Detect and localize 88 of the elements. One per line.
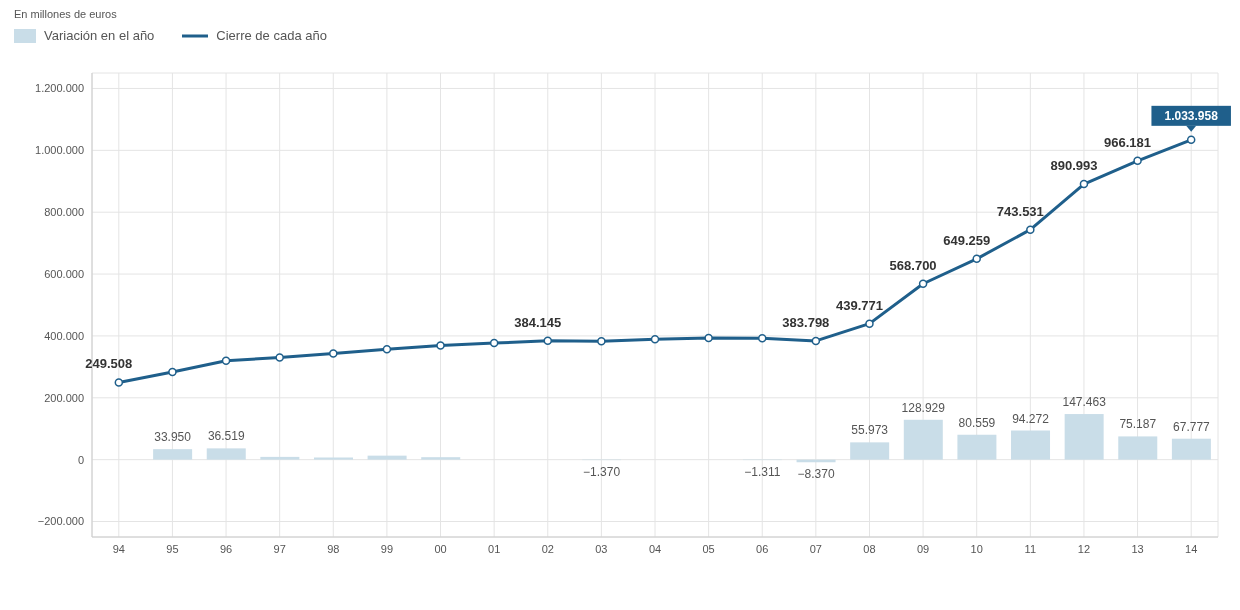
data-label: 36.519 — [207, 429, 245, 444]
data-label: 383.798 — [782, 314, 830, 330]
point — [329, 349, 338, 358]
point — [597, 337, 606, 346]
legend-label: Cierre de cada año — [216, 28, 327, 43]
bar — [850, 442, 890, 460]
y-tick-label: 0 — [77, 453, 84, 466]
bar — [260, 456, 300, 460]
x-tick-label: 95 — [166, 542, 179, 555]
y-tick-label: 1.200.000 — [35, 82, 84, 95]
data-label: 890.993 — [1050, 158, 1098, 174]
data-label: 33.950 — [154, 430, 192, 445]
data-label: −1.370 — [583, 465, 621, 480]
bar — [1171, 438, 1211, 460]
point — [543, 336, 553, 346]
point — [489, 338, 499, 348]
x-tick-label: 08 — [863, 542, 876, 555]
data-label: 384.145 — [514, 314, 562, 330]
point — [972, 254, 981, 264]
y-tick-label: 200.000 — [44, 391, 84, 404]
x-tick-label: 06 — [756, 542, 769, 555]
y-tick-label: 600.000 — [44, 267, 84, 280]
x-tick-label: 09 — [916, 542, 930, 555]
data-label: 439.771 — [835, 297, 883, 313]
point — [704, 333, 713, 343]
data-label: 80.559 — [958, 415, 996, 430]
point — [918, 279, 928, 288]
x-tick-label: 02 — [541, 542, 554, 555]
data-label: −1.311 — [744, 465, 781, 480]
bar — [1064, 414, 1104, 460]
data-label: 1.033.958 — [1164, 108, 1219, 123]
data-label: 128.929 — [901, 400, 946, 415]
y-tick-label: 400.000 — [44, 329, 84, 342]
x-tick-label: 14 — [1185, 542, 1198, 555]
data-label: 75.187 — [1119, 417, 1157, 432]
bar — [367, 455, 407, 460]
point — [275, 353, 284, 362]
data-label: 966.181 — [1104, 134, 1152, 150]
data-label: −8.370 — [797, 467, 835, 482]
point — [114, 378, 124, 387]
point — [382, 344, 392, 354]
data-label: 55.973 — [851, 423, 889, 438]
bar — [1118, 436, 1158, 460]
data-label: 649.259 — [943, 232, 991, 248]
legend-label: Variación en el año — [44, 28, 155, 43]
data-label: 67.777 — [1173, 419, 1211, 434]
bar — [1011, 430, 1051, 460]
point — [221, 356, 231, 365]
data-label: 743.531 — [996, 203, 1044, 219]
data-label: 249.508 — [85, 356, 133, 372]
y-tick-label: −200.000 — [37, 515, 84, 528]
data-label: 147.463 — [1062, 395, 1107, 410]
x-tick-label: 10 — [970, 542, 983, 555]
data-label: 94.272 — [1012, 411, 1050, 426]
x-tick-label: 12 — [1077, 542, 1091, 555]
x-tick-label: 05 — [702, 542, 715, 555]
bar — [957, 434, 997, 460]
data-label: 568.700 — [889, 257, 937, 273]
bar — [313, 457, 353, 460]
bar — [206, 448, 246, 460]
point — [1026, 225, 1035, 234]
x-tick-label: 99 — [380, 542, 394, 555]
bar — [903, 419, 943, 460]
x-tick-label: 98 — [327, 542, 340, 555]
x-tick-label: 97 — [273, 542, 286, 555]
point — [436, 341, 445, 350]
x-tick-label: 11 — [1024, 542, 1037, 555]
bar — [153, 449, 193, 460]
y-tick-label: 800.000 — [44, 206, 84, 219]
x-tick-label: 96 — [219, 542, 233, 555]
x-tick-label: 07 — [809, 542, 822, 555]
y-tick-label: 1.000.000 — [35, 144, 84, 157]
point — [168, 367, 177, 377]
point — [650, 335, 660, 344]
x-tick-label: 03 — [595, 542, 608, 555]
point — [1079, 179, 1089, 189]
x-tick-label: 04 — [648, 542, 662, 555]
x-tick-label: 13 — [1131, 542, 1144, 555]
x-tick-label: 94 — [112, 542, 125, 555]
point — [811, 336, 821, 346]
chart-subtitle: En millones de euros — [14, 8, 118, 20]
bar — [421, 457, 461, 460]
point — [865, 319, 874, 328]
point — [1186, 135, 1196, 145]
point — [757, 334, 767, 343]
point — [1133, 156, 1142, 166]
x-tick-label: 00 — [434, 542, 447, 555]
x-tick-label: 01 — [488, 542, 501, 555]
